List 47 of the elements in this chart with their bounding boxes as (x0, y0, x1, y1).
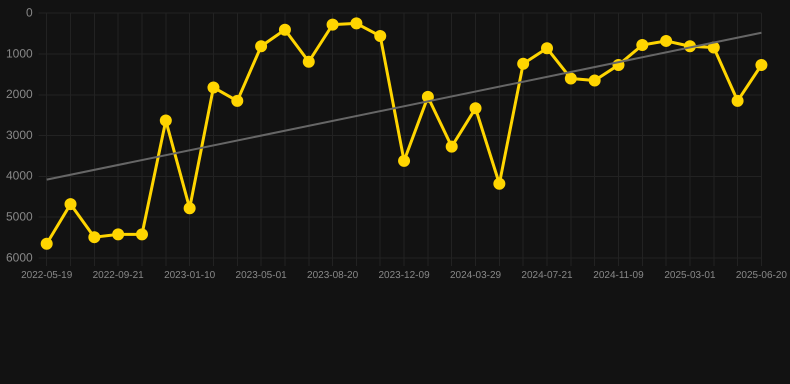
y-tick-label: 0 (26, 6, 34, 20)
x-tick-label: 2025-03-01 (664, 270, 716, 281)
point (160, 114, 172, 127)
point (326, 18, 339, 31)
point (588, 74, 601, 87)
x-tick-label: 2023-08-20 (307, 270, 359, 281)
x-tick-label: 2025-06-20 (736, 270, 788, 281)
point (660, 34, 672, 47)
y-tick-label: 4000 (6, 168, 34, 183)
point (732, 94, 744, 107)
point (374, 30, 386, 42)
x-tick-label: 2023-01-10 (164, 270, 216, 281)
y-tick-label: 5000 (6, 210, 34, 224)
y-tick-label: 1000 (6, 46, 34, 60)
point (541, 42, 554, 54)
point (493, 178, 506, 190)
x-tick-label: 2024-11-09 (593, 270, 644, 281)
point (64, 198, 77, 210)
point (398, 154, 410, 167)
x-tick-label: 2023-05-01 (236, 270, 288, 281)
point (470, 102, 482, 114)
point (755, 59, 768, 72)
point (112, 228, 124, 240)
y-tick-label: 2000 (6, 87, 34, 102)
point (136, 228, 148, 240)
point (88, 231, 100, 244)
point (255, 40, 268, 52)
x-tick-label: 2024-03-29 (450, 270, 502, 281)
point (708, 41, 720, 54)
point (278, 24, 291, 36)
x-tick-label: 2022-09-21 (92, 270, 144, 281)
point (636, 39, 648, 52)
point (564, 72, 577, 84)
point (350, 17, 362, 30)
point (422, 90, 434, 103)
point (40, 238, 53, 250)
y-tick-label: 6000 (6, 250, 34, 264)
y-tick-label: 3000 (6, 128, 34, 142)
x-tick-label: 2024-07-21 (521, 270, 574, 281)
x-tick-label: 2022-05-19 (21, 270, 73, 281)
point (231, 94, 244, 107)
point (517, 58, 530, 70)
point (207, 81, 220, 94)
point (184, 202, 196, 214)
point (302, 56, 315, 68)
point (446, 140, 458, 153)
x-tick-label: 2023-12-09 (378, 270, 430, 281)
